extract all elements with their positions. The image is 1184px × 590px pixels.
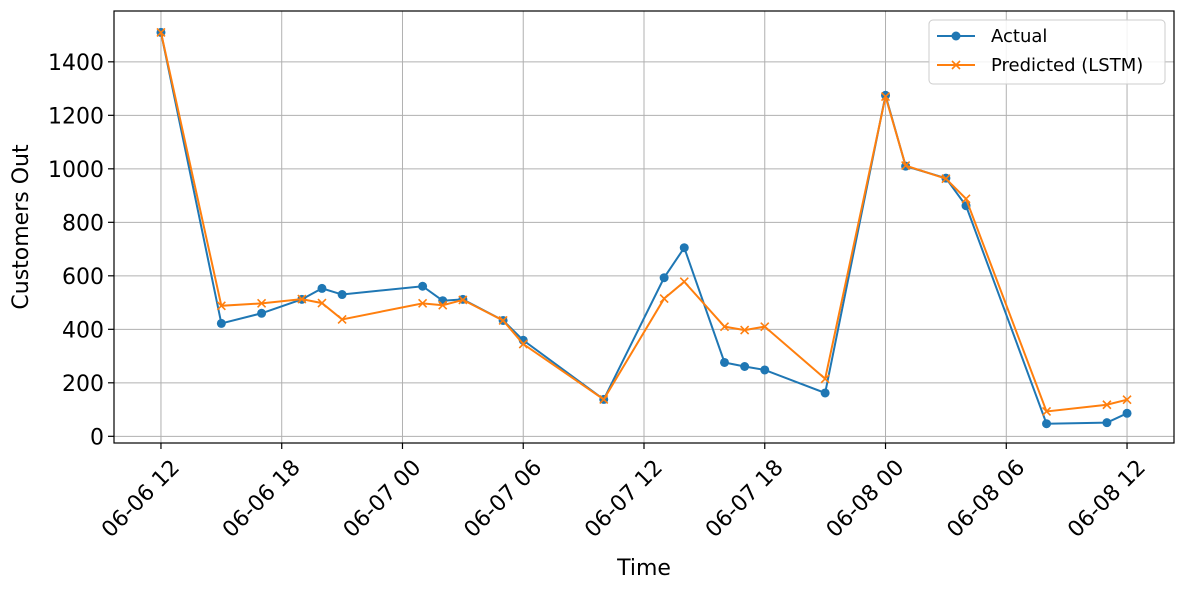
legend-item: Predicted (LSTM) — [937, 55, 1143, 76]
legend: Actual Predicted (LSTM) — [928, 19, 1166, 85]
y-tick-label: 0 — [90, 425, 104, 450]
legend-marker — [951, 31, 961, 41]
data-point — [820, 388, 830, 398]
x-tick-label: 06-06 18 — [218, 455, 306, 543]
data-point — [1122, 408, 1132, 418]
data-point — [518, 339, 528, 349]
data-point — [961, 194, 971, 204]
series-predicted — [156, 27, 1132, 417]
data-point — [1102, 418, 1112, 428]
data-point — [719, 322, 730, 332]
data-point — [337, 314, 347, 324]
y-tick-label: 1200 — [48, 104, 104, 129]
data-point — [599, 394, 609, 404]
x-tick-label: 06-08 00 — [822, 455, 910, 543]
data-point — [458, 295, 468, 305]
data-point — [679, 243, 689, 253]
x-tick-label: 06-06 12 — [97, 455, 185, 543]
data-point — [740, 325, 750, 335]
y-tick-label: 600 — [62, 265, 104, 290]
data-point — [659, 273, 669, 283]
series-layer — [156, 27, 1132, 429]
y-tick-label: 800 — [62, 211, 104, 236]
data-point — [257, 308, 267, 318]
data-point — [941, 174, 951, 184]
data-point — [740, 361, 750, 371]
data-point — [880, 92, 891, 102]
data-point — [317, 283, 327, 293]
data-point — [679, 277, 689, 287]
x-tick-label: 06-07 06 — [460, 455, 548, 543]
data-point — [1122, 395, 1132, 405]
data-point — [317, 298, 327, 308]
data-point — [881, 90, 891, 100]
data-point — [216, 318, 226, 328]
data-point — [156, 27, 166, 37]
y-tick-label: 1400 — [48, 51, 104, 76]
data-point — [1041, 406, 1052, 417]
x-tick-label: 06-08 12 — [1063, 455, 1151, 543]
x-axis-title: Time — [616, 556, 671, 581]
y-tick-label: 1000 — [48, 158, 104, 183]
data-point — [257, 298, 267, 308]
x-tick-label: 06-07 00 — [339, 455, 427, 543]
data-point — [418, 281, 428, 291]
x-tick-label: 06-07 18 — [701, 455, 789, 543]
data-point — [820, 374, 830, 384]
data-point — [498, 315, 508, 326]
legend-label: Predicted (LSTM) — [991, 55, 1143, 76]
data-point — [659, 293, 669, 304]
data-point — [216, 301, 226, 311]
data-point — [337, 290, 347, 300]
legend-marker — [951, 60, 961, 70]
data-point — [418, 298, 428, 308]
data-point — [297, 294, 307, 304]
data-point — [760, 322, 770, 332]
y-axis-title: Customers Out — [9, 144, 34, 310]
data-point — [1102, 400, 1112, 410]
data-point — [901, 161, 911, 171]
data-point — [760, 365, 770, 375]
y-tick-label: 200 — [62, 372, 104, 397]
data-point — [720, 357, 730, 367]
data-point — [438, 300, 448, 310]
ticks: 0 200 400 600 800 1000 1200 1400 06-06 12 06-06 1… — [48, 51, 1151, 543]
legend-item: Actual — [937, 26, 1047, 47]
y-tick-label: 400 — [62, 318, 104, 343]
data-point — [1042, 419, 1052, 429]
legend-box — [928, 19, 1166, 85]
legend-label: Actual — [991, 26, 1047, 47]
x-tick-label: 06-07 12 — [580, 455, 668, 543]
x-tick-label: 06-08 06 — [943, 455, 1031, 543]
